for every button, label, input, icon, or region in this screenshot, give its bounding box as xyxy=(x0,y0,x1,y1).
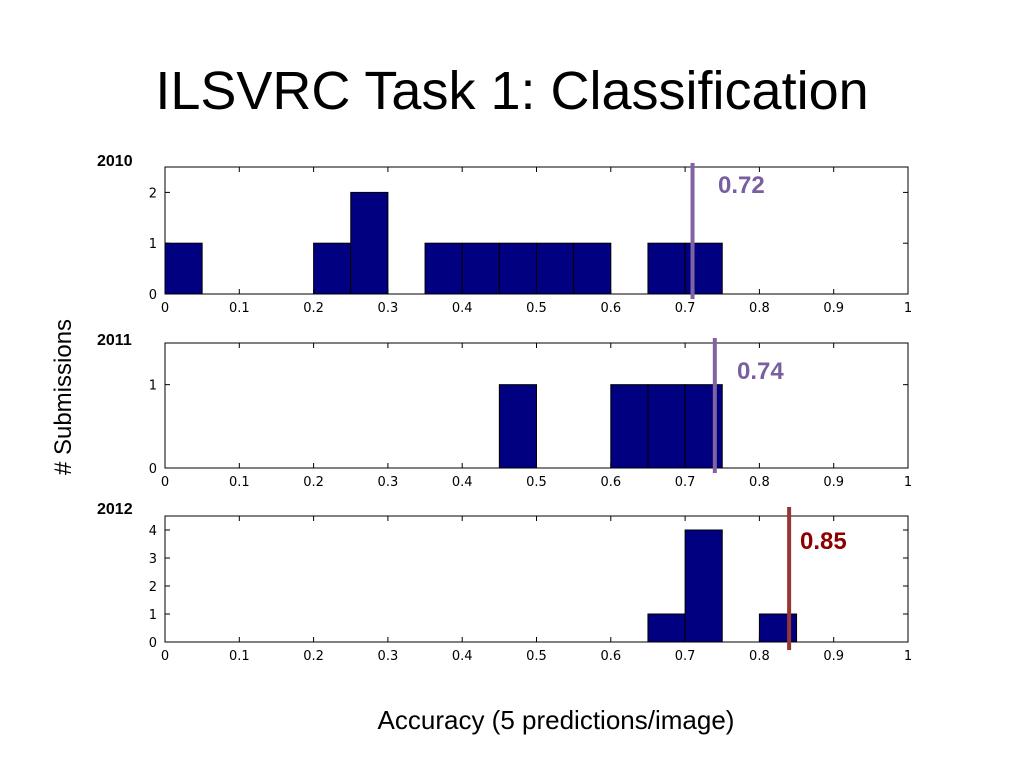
x-tick-label: 1 xyxy=(904,649,912,664)
x-tick-label: 0 xyxy=(161,301,169,316)
histogram-bar-2012 xyxy=(647,613,686,643)
y-tick-label: 2 xyxy=(149,580,157,595)
y-tick-label: 3 xyxy=(149,552,157,567)
y-tick-label: 0 xyxy=(149,636,157,651)
panel-year-label-2010: 2010 xyxy=(97,153,133,170)
y-tick-label: 2 xyxy=(149,186,157,201)
x-tick-label: 0 xyxy=(161,649,169,664)
x-tick-label: 1 xyxy=(904,301,912,316)
x-tick-label: 0.3 xyxy=(378,649,399,664)
x-axis-label: Accuracy (5 predictions/image) xyxy=(378,705,735,735)
x-tick-label: 0.9 xyxy=(823,649,844,664)
x-tick-label: 0.2 xyxy=(303,475,324,490)
x-tick-label: 0.4 xyxy=(452,649,473,664)
x-tick-label: 0.7 xyxy=(675,649,696,664)
y-tick-label: 4 xyxy=(149,524,157,539)
histogram-bar-2010 xyxy=(424,242,463,295)
x-tick-label: 0.5 xyxy=(526,475,547,490)
y-tick-label: 1 xyxy=(149,237,157,252)
x-tick-label: 0.1 xyxy=(229,649,250,664)
y-tick-label: 0 xyxy=(149,288,157,303)
y-tick-label: 1 xyxy=(149,608,157,623)
histogram-bar-2010 xyxy=(461,242,500,295)
histogram-bar-2011 xyxy=(647,384,686,469)
panel-year-label-2012: 2012 xyxy=(97,501,133,518)
slide-title: ILSVRC Task 1: Classification xyxy=(155,61,869,121)
x-tick-label: 0.2 xyxy=(303,649,324,664)
x-tick-label: 0.6 xyxy=(600,475,621,490)
x-tick-label: 0 xyxy=(161,475,169,490)
x-tick-label: 0.8 xyxy=(749,301,770,316)
x-tick-label: 1 xyxy=(904,475,912,490)
histogram-bar-2010 xyxy=(498,242,538,295)
x-tick-label: 0.9 xyxy=(823,475,844,490)
histogram-bar-2012 xyxy=(684,529,723,643)
best-accuracy-label-2010: 0.72 xyxy=(718,172,765,199)
x-tick-label: 0.8 xyxy=(749,649,770,664)
x-tick-label: 0.5 xyxy=(526,649,547,664)
x-tick-label: 0.1 xyxy=(229,475,250,490)
x-tick-label: 0.7 xyxy=(675,475,696,490)
histogram-bar-2010 xyxy=(164,242,203,295)
y-tick-label: 1 xyxy=(149,379,157,394)
x-tick-label: 0.9 xyxy=(823,301,844,316)
y-axis-label: # Submissions xyxy=(50,319,77,475)
x-tick-label: 0.3 xyxy=(378,301,399,316)
histogram-bar-2010 xyxy=(350,191,389,295)
x-tick-label: 0.8 xyxy=(749,475,770,490)
histogram-bar-2011 xyxy=(498,384,538,469)
best-accuracy-label-2012: 0.85 xyxy=(800,528,847,555)
x-tick-label: 0.5 xyxy=(526,301,547,316)
x-tick-label: 0.6 xyxy=(600,301,621,316)
x-tick-label: 0.7 xyxy=(675,301,696,316)
x-tick-label: 0.6 xyxy=(600,649,621,664)
x-tick-label: 0.2 xyxy=(303,301,324,316)
x-tick-label: 0.4 xyxy=(452,301,473,316)
histogram-bar-2010 xyxy=(536,242,575,295)
x-tick-label: 0.3 xyxy=(378,475,399,490)
histogram-bar-2010 xyxy=(647,242,686,295)
y-tick-label: 0 xyxy=(149,462,157,477)
panel-year-label-2011: 2011 xyxy=(97,332,132,349)
histogram-bar-2010 xyxy=(313,242,352,295)
x-tick-label: 0.4 xyxy=(452,475,473,490)
histogram-bar-2010 xyxy=(573,242,612,295)
best-accuracy-label-2011: 0.74 xyxy=(737,358,784,385)
histogram-bar-2011 xyxy=(610,384,649,469)
x-tick-label: 0.1 xyxy=(229,301,250,316)
